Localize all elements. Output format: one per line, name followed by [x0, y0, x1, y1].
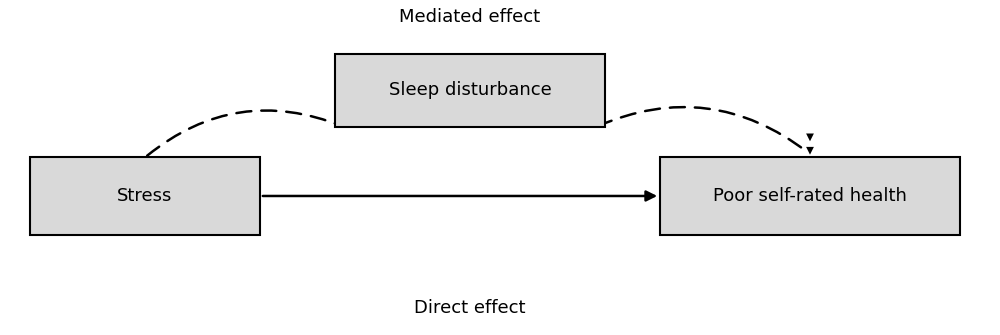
Text: Mediated effect: Mediated effect — [399, 8, 541, 26]
FancyBboxPatch shape — [30, 157, 260, 234]
FancyBboxPatch shape — [335, 54, 605, 127]
Text: Poor self-rated health: Poor self-rated health — [713, 187, 907, 205]
Text: Direct effect: Direct effect — [414, 298, 526, 317]
Text: Stress: Stress — [117, 187, 173, 205]
Text: Sleep disturbance: Sleep disturbance — [389, 81, 551, 99]
FancyBboxPatch shape — [660, 157, 960, 234]
